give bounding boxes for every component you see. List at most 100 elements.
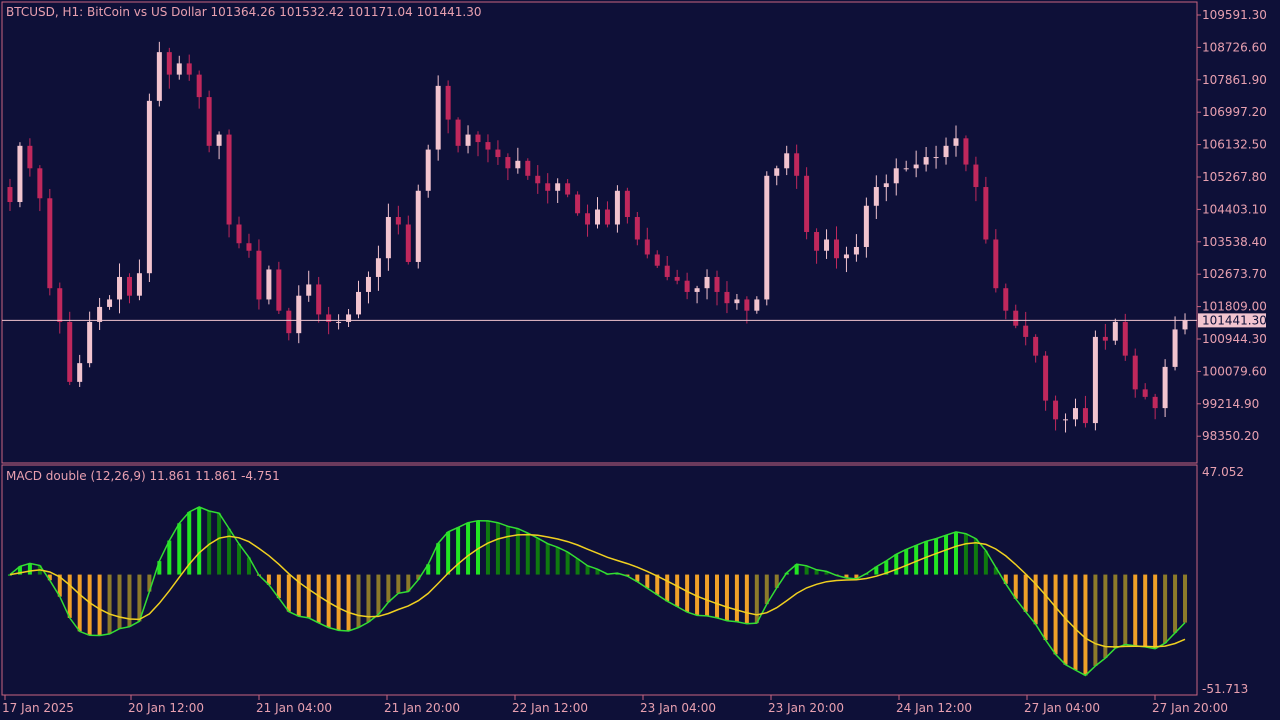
macd-histogram-bar [97,574,102,636]
candle-body [475,134,481,143]
candle-body [405,224,411,262]
candle-body [395,217,401,225]
macd-histogram-bar [814,569,819,575]
macd-histogram-bar [207,510,212,575]
macd-histogram-bar [117,574,122,629]
candle-body [843,254,849,259]
candle-body [37,168,43,199]
time-axis-label: 21 Jan 04:00 [256,701,332,715]
macd-histogram-bar [734,574,739,622]
candle-body [385,217,391,259]
candle-body [1172,329,1178,367]
macd-histogram-bar [1053,574,1058,655]
candle-body [794,153,800,176]
candle-body [196,74,202,98]
macd-histogram-bar [904,549,909,575]
candle-body [485,142,491,150]
macd-histogram [7,507,1188,676]
macd-histogram-bar [107,574,112,634]
macd-histogram-bar [406,574,411,592]
candle-body [1142,389,1148,397]
price-axis-label: 106132.50 [1202,138,1267,152]
candle-body [226,134,232,225]
price-panel[interactable]: BTCUSD, H1: BitCoin vs US Dollar 101364.… [1,1,1198,464]
macd-histogram-bar [1123,574,1128,645]
macd-histogram-bar [316,574,321,623]
candle-body [1003,288,1009,311]
candle-body [565,183,571,195]
candle-body [356,291,362,315]
candle-body [286,310,292,334]
macd-histogram-bar [505,526,510,575]
candle-body [57,288,63,322]
candle-body [276,269,282,311]
macd-histogram-bar [177,523,182,575]
macd-histogram-bar [306,574,311,618]
candle-body [943,145,949,158]
macd-histogram-bar [456,527,461,575]
macd-histogram-bar [246,557,251,575]
candle-body [1122,321,1128,356]
macd-panel[interactable]: MACD double (12,26,9) 11.861 11.861 -4.7… [1,464,1198,696]
candle-body [714,276,720,292]
macd-histogram-bar [844,574,849,579]
macd-histogram-bar [894,554,899,575]
candlesticks [7,41,1188,433]
macd-histogram-bar [695,574,700,616]
price-axis: 109591.30 108726.60 107861.90 106997.20 1061… [1197,8,1267,443]
candle-body [734,299,740,304]
macd-min-tick: -51.713 [1202,682,1248,696]
candle-body [296,295,302,334]
candle-body [1033,336,1039,356]
candle-body [246,243,252,251]
macd-histogram-bar [137,574,142,622]
macd-histogram-bar [1173,574,1178,633]
candle-body [1152,396,1158,409]
macd-histogram-bar [386,574,391,603]
macd-histogram-bar [714,574,719,618]
macd-histogram-bar [555,547,560,575]
macd-histogram-bar [1163,574,1168,644]
candle-body [306,284,312,296]
price-axis-label: 106997.20 [1202,105,1267,119]
macd-histogram-bar [495,522,500,575]
macd-histogram-bar [127,574,132,627]
macd-histogram-bar [356,574,361,628]
current-price-box [1198,313,1266,328]
macd-histogram-bar [874,566,879,575]
candle-body [505,157,511,169]
macd-max-tick: 47.052 [1202,465,1244,479]
macd-histogram-bar [326,574,331,628]
macd-histogram-bar [1143,574,1148,647]
time-axis-label: 23 Jan 20:00 [768,701,844,715]
candle-body [883,183,889,188]
candle-body [336,321,342,323]
candle-body [87,321,93,364]
macd-histogram-bar [147,574,152,592]
candle-body [575,194,581,214]
macd-histogram-bar [476,520,481,575]
macd-histogram-bar [466,522,471,575]
macd-histogram-bar [416,574,421,580]
macd-histogram-bar [276,574,281,599]
time-axis-label: 17 Jan 2025 [2,701,74,715]
macd-histogram-bar [1133,574,1138,646]
macd-histogram-bar [1013,574,1018,599]
macd-histogram-bar [237,543,242,575]
candle-body [913,164,919,169]
candle-body [903,168,909,170]
macd-histogram-bar [1023,574,1028,612]
candle-body [266,269,272,300]
candle-body [933,157,939,159]
candle-body [1092,336,1098,424]
macd-histogram-bar [27,563,32,575]
candle-body [923,157,929,165]
macd-histogram-bar [47,574,52,581]
macd-histogram-bar [804,565,809,575]
macd-histogram-bar [744,574,749,624]
macd-histogram-bar [17,566,22,575]
macd-histogram-bar [57,574,62,597]
candle-body [117,276,123,300]
macd-histogram-bar [724,574,729,621]
